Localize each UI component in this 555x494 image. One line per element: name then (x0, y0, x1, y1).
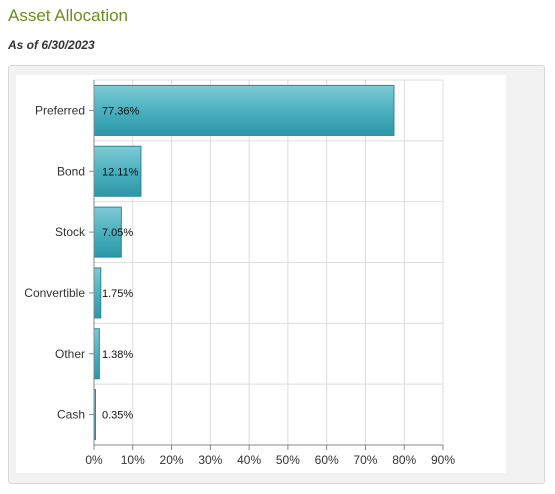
category-label: Convertible (24, 286, 85, 300)
value-label: 1.75% (102, 288, 133, 300)
value-label: 1.38% (102, 349, 133, 361)
x-tick-label: 50% (276, 453, 300, 467)
category-label: Other (55, 347, 85, 361)
x-tick-label: 90% (431, 453, 455, 467)
bar-convertible (93, 267, 102, 319)
x-tick-label: 0% (85, 453, 103, 467)
x-tick-label: 80% (392, 453, 416, 467)
bar-stock (93, 206, 122, 258)
category-label: Bond (57, 164, 85, 178)
category-label: Preferred (35, 103, 85, 117)
bar-other (93, 328, 100, 380)
x-tick-label: 30% (198, 453, 222, 467)
category-label: Cash (57, 408, 85, 422)
value-label: 7.05% (102, 227, 133, 239)
category-label: Stock (55, 225, 86, 239)
as-of-date: As of 6/30/2023 (8, 38, 95, 52)
chart-title: Asset Allocation (8, 6, 129, 25)
value-label: 77.36% (102, 105, 140, 117)
value-label: 0.35% (102, 410, 133, 422)
x-tick-label: 20% (160, 453, 184, 467)
x-tick-label: 40% (237, 453, 261, 467)
x-tick-label: 60% (315, 453, 339, 467)
value-label: 12.11% (102, 166, 139, 178)
bar-bond (93, 145, 142, 197)
bar-preferred (93, 84, 395, 136)
x-tick-label: 10% (121, 453, 145, 467)
x-tick-label: 70% (353, 453, 377, 467)
